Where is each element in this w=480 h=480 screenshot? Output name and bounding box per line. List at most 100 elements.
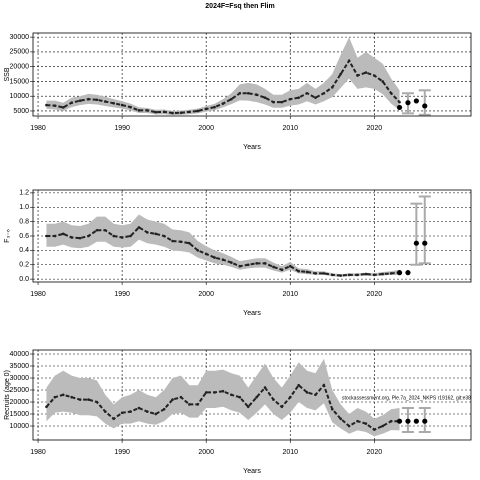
estimate-point	[364, 71, 368, 74]
estimate-point	[339, 417, 342, 421]
estimate-point	[221, 258, 225, 262]
estimate-point	[322, 272, 326, 275]
estimate-point	[95, 228, 99, 232]
estimate-point	[230, 97, 233, 101]
y-tick-label: 15000	[10, 411, 30, 418]
y-tick-label: 0.2	[19, 262, 29, 269]
estimate-point	[78, 236, 82, 240]
plot-frame	[32, 32, 472, 117]
projection-point	[396, 270, 403, 276]
plot-frame	[32, 189, 472, 283]
y-axis-label: SSB	[4, 67, 11, 81]
estimate-point	[272, 265, 275, 269]
x-tick-label: 2020	[367, 449, 383, 456]
x-tick-label: 2000	[198, 291, 214, 298]
estimate-point	[61, 232, 65, 236]
estimate-point	[246, 91, 250, 95]
x-tick-label: 1980	[30, 449, 46, 456]
y-tick-label: 20000	[10, 399, 30, 406]
y-tick-label: 20000	[10, 64, 30, 71]
estimate-point	[238, 264, 242, 268]
estimate-point	[204, 252, 208, 256]
y-axis-label: Recruits (age 0)	[4, 370, 11, 420]
estimate-point	[238, 91, 242, 95]
estimate-point	[70, 236, 73, 239]
estimate-point	[255, 395, 258, 399]
estimate-point	[95, 98, 99, 102]
estimate-point	[188, 241, 191, 245]
chart-title: 2024F=Fsq then Flim	[205, 3, 274, 10]
x-tick-label: 1980	[30, 291, 46, 298]
estimate-point	[255, 93, 258, 97]
estimate-point	[70, 395, 73, 399]
projection-point	[413, 240, 419, 246]
estimate-point	[137, 226, 141, 229]
estimate-point	[330, 86, 334, 89]
estimate-point	[398, 100, 401, 104]
estimate-point	[179, 240, 183, 244]
x-tick-label: 2020	[367, 125, 383, 132]
annotation: stockassessment.org, Ple.7a_2024_NKPS r1…	[342, 395, 471, 401]
estimate-point	[297, 383, 300, 387]
x-tick-label: 1990	[114, 449, 130, 456]
estimate-point	[263, 262, 267, 265]
y-tick-label: 0.4	[19, 247, 29, 254]
estimate-point	[347, 59, 351, 63]
estimate-point	[263, 96, 267, 99]
estimate-point	[129, 410, 132, 413]
estimate-point	[322, 383, 326, 387]
estimate-point	[204, 391, 208, 394]
x-tick-label: 1980	[30, 125, 46, 132]
estimate-point	[347, 273, 351, 277]
y-tick-label: 1.2	[19, 190, 29, 197]
estimate-point	[129, 105, 132, 109]
estimate-point	[53, 234, 57, 238]
estimate-point	[112, 101, 116, 105]
estimate-point	[322, 91, 326, 95]
estimate-point	[255, 262, 258, 265]
estimate-point	[381, 424, 385, 428]
projection-point	[422, 240, 428, 246]
estimate-point	[188, 110, 191, 114]
estimate-point	[314, 393, 317, 397]
y-tick-label: 30000	[10, 34, 30, 41]
estimate-point	[188, 403, 191, 406]
estimate-point	[129, 234, 132, 238]
estimate-point	[230, 393, 233, 397]
estimate-point	[103, 228, 107, 232]
estimate-point	[263, 386, 267, 389]
x-axis-label: Years	[243, 144, 261, 151]
estimate-point	[297, 96, 300, 99]
y-tick-label: 5000	[13, 108, 29, 115]
x-axis-label: Years	[243, 468, 261, 475]
y-tick-label: 0.6	[19, 233, 29, 240]
estimate-point	[213, 105, 216, 109]
estimate-point	[381, 80, 385, 83]
plot-frame	[32, 349, 472, 441]
estimate-point	[154, 232, 158, 236]
estimate-point	[288, 395, 292, 399]
estimate-point	[154, 110, 158, 114]
estimate-point	[70, 101, 73, 105]
x-tick-label: 2020	[367, 291, 383, 298]
estimate-point	[288, 97, 292, 101]
estimate-point	[87, 97, 90, 101]
estimate-point	[213, 391, 216, 394]
x-tick-label: 2000	[198, 449, 214, 456]
estimate-point	[61, 106, 65, 109]
y-tick-label: 25000	[10, 49, 30, 56]
estimate-point	[45, 103, 48, 107]
projection-point	[405, 418, 411, 424]
estimate-point	[53, 104, 57, 107]
y-tick-label: 30000	[10, 375, 30, 382]
estimate-point	[389, 419, 393, 423]
projection-point	[396, 104, 403, 111]
y-tick-label: 0.0	[19, 276, 29, 283]
estimate-point	[356, 273, 359, 277]
y-tick-label: 35000	[10, 363, 30, 370]
x-tick-label: 2010	[282, 291, 298, 298]
x-tick-label: 2010	[282, 125, 298, 132]
estimate-point	[246, 405, 250, 409]
x-tick-label: 2000	[198, 125, 214, 132]
projection-point	[405, 270, 411, 276]
